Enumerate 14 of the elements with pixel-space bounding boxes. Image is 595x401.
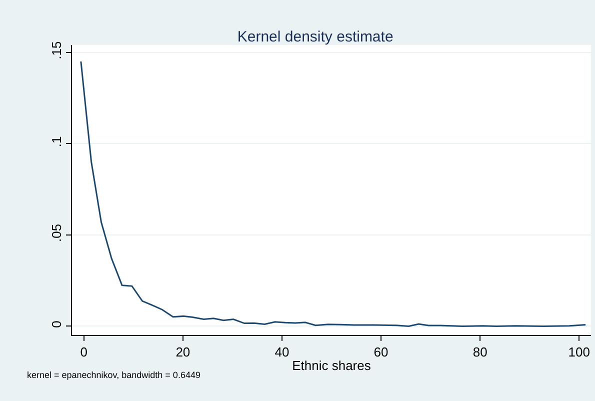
x-tick-label: 100 [568, 344, 590, 360]
y-tick-label: .05 [48, 224, 64, 242]
y-tick-label: .15 [48, 41, 64, 60]
x-tick-label: 0 [80, 344, 88, 360]
x-tick-label: 80 [472, 344, 488, 360]
x-tick-label: 40 [274, 344, 290, 360]
y-tick-label: .1 [48, 136, 64, 148]
chart-title: Kernel density estimate [237, 28, 394, 46]
x-axis-title: Ethnic shares [292, 358, 372, 374]
y-tick-label: 0 [48, 320, 64, 328]
text: kernel = epanechnikov, bandwidth = 0.6449 [27, 370, 200, 380]
x-tick-label: 60 [374, 344, 388, 360]
line-series [80, 60, 586, 327]
x-tick-label: 20 [176, 344, 190, 360]
